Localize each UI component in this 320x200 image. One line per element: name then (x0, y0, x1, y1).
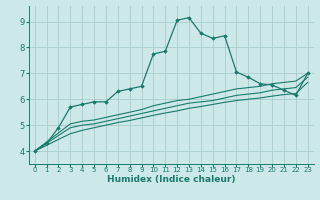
X-axis label: Humidex (Indice chaleur): Humidex (Indice chaleur) (107, 175, 236, 184)
